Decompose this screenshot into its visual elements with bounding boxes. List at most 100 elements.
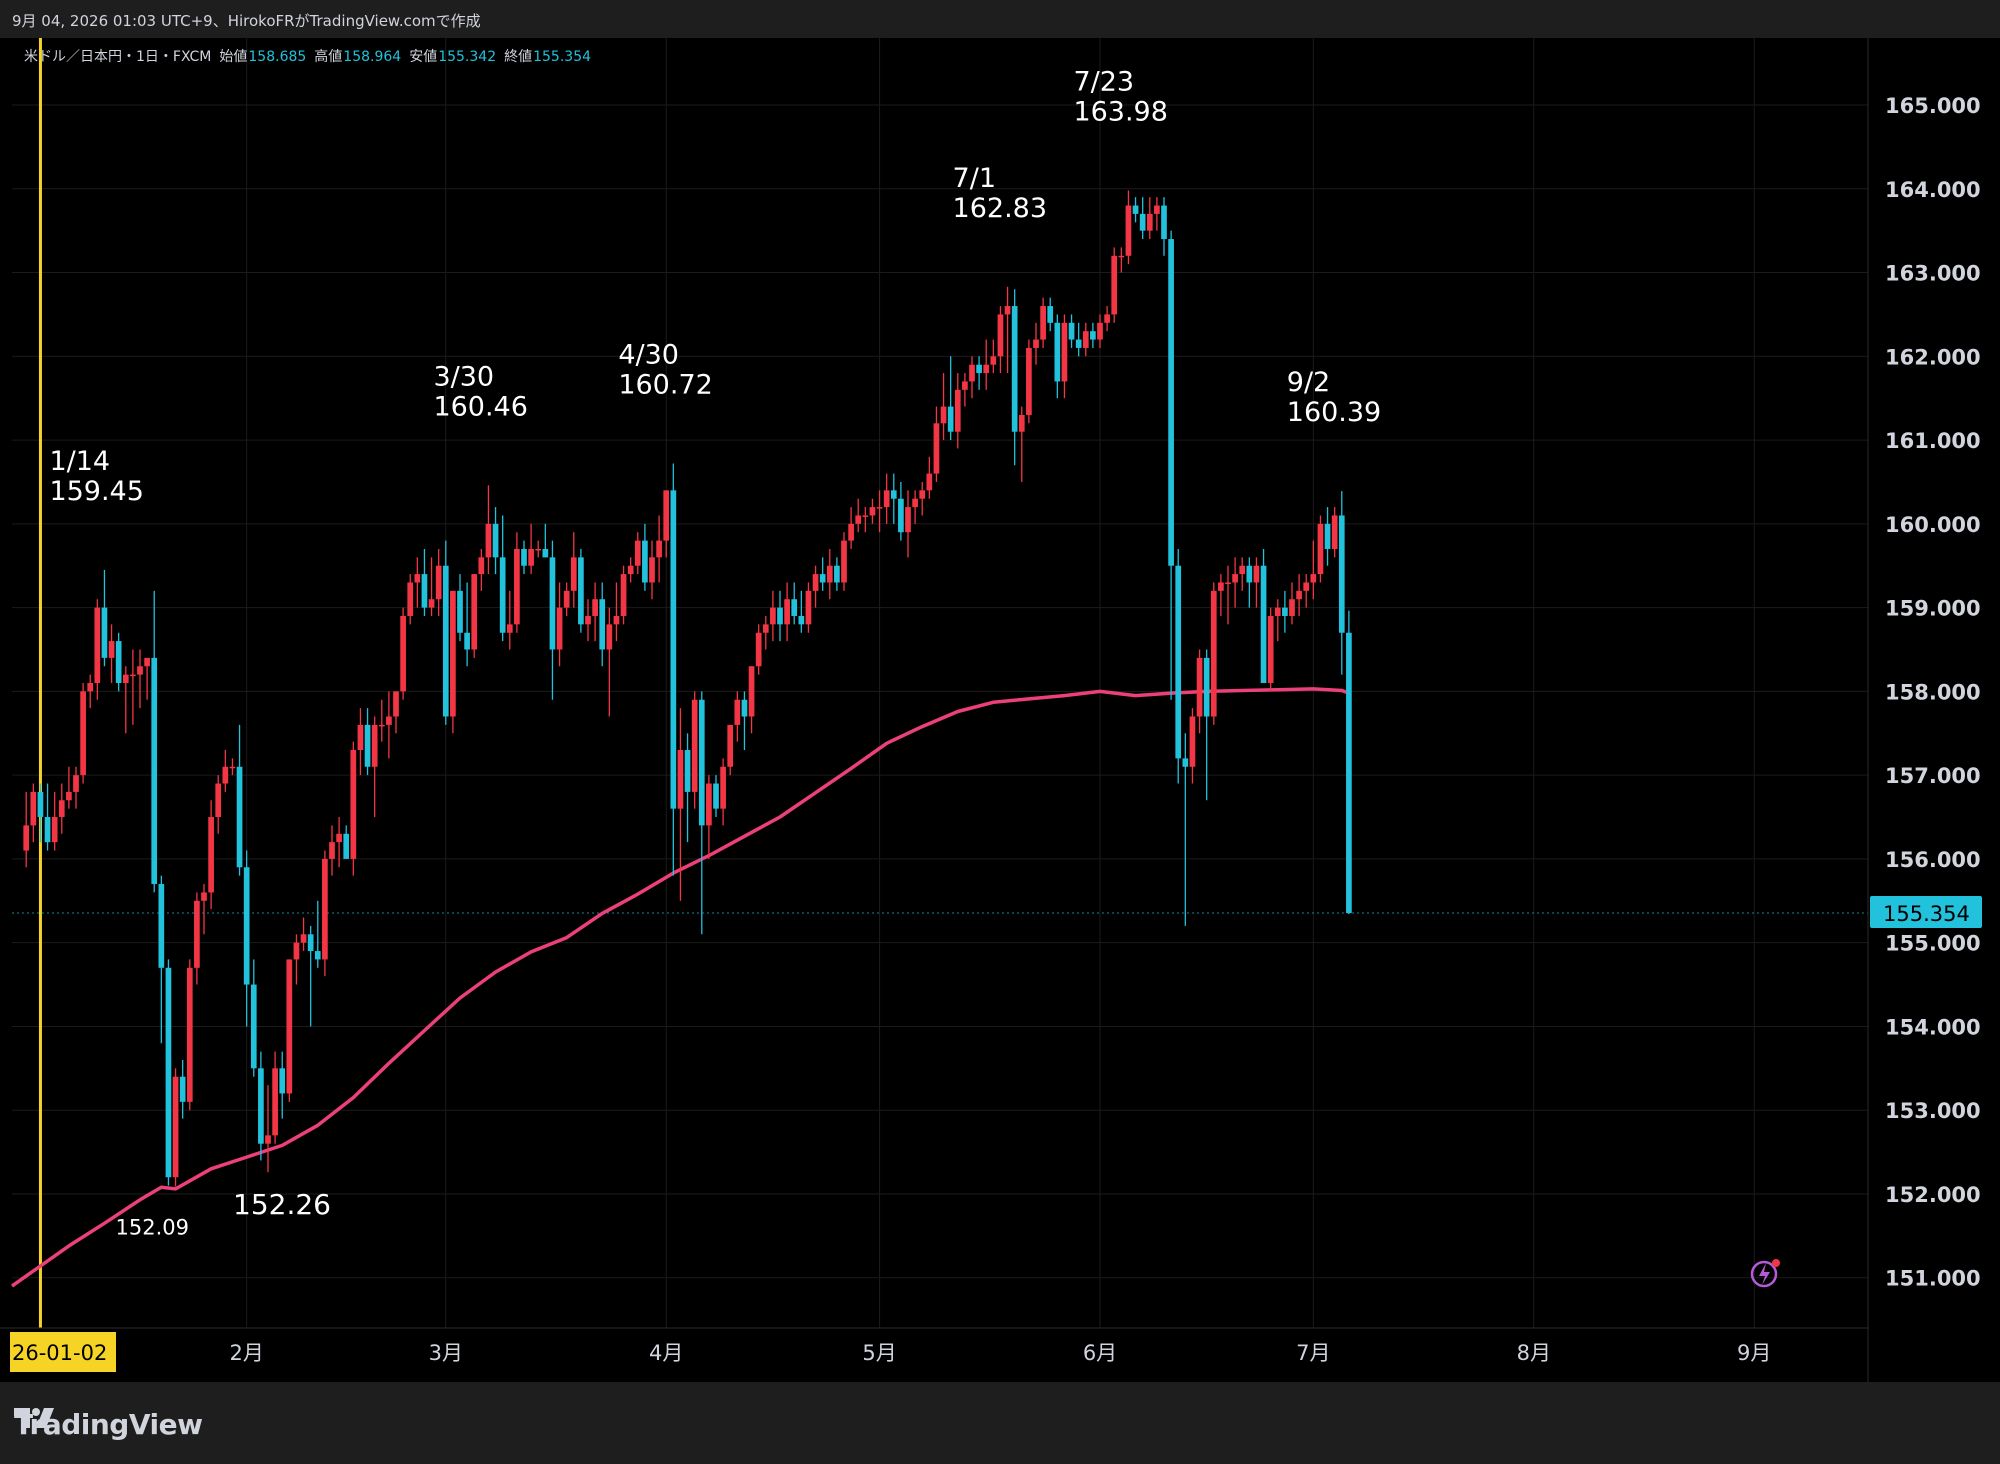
candle-body (378, 724, 385, 727)
candle-body (130, 674, 136, 677)
candle-body (1210, 590, 1217, 717)
candle-body (684, 750, 691, 792)
candle-body (1004, 306, 1011, 315)
candle-body (151, 657, 158, 885)
alert-icon-bolt (1759, 1263, 1770, 1285)
candle-body (819, 574, 826, 583)
candle (1296, 574, 1302, 616)
candle-body (656, 540, 662, 558)
candle (357, 708, 364, 776)
alert-lightning-icon (1750, 1259, 1780, 1288)
candle-body (1225, 582, 1231, 584)
candle (393, 691, 399, 734)
candle-body (506, 624, 513, 633)
candle (826, 548, 833, 600)
candle-body (1168, 239, 1174, 566)
candle-body (791, 599, 798, 616)
candle-body (386, 716, 392, 725)
candle (1111, 247, 1118, 323)
candle-body (393, 691, 399, 717)
annotation-low-value: 152.09 (116, 1215, 189, 1239)
time-tick-label: 2月 (229, 1341, 263, 1365)
footer-bar: TradingView (0, 1382, 2000, 1464)
annotation-date: 3/30 (433, 361, 494, 392)
candle (734, 691, 741, 742)
candle (307, 925, 314, 1027)
candle (1239, 557, 1246, 591)
candle (87, 674, 94, 709)
candle (1068, 314, 1075, 348)
candle (442, 540, 449, 725)
candle-body (1267, 615, 1274, 683)
candle (1346, 610, 1352, 915)
candle-body (1218, 582, 1224, 591)
tradingview-logo[interactable]: TradingView (14, 1406, 203, 1442)
candle (1338, 491, 1345, 675)
legend-high-value: 158.964 (343, 49, 401, 65)
candle-body (1040, 306, 1046, 340)
candle (1303, 574, 1310, 608)
price-tick-label: 159.000 (1885, 597, 1981, 621)
candle (1104, 306, 1110, 332)
legend-open-label: 始値 (219, 49, 247, 65)
candle (450, 590, 456, 734)
candle-body (990, 356, 997, 365)
candle-body (350, 750, 357, 859)
candle-body (1203, 657, 1210, 717)
candle (229, 758, 236, 776)
candle-body (627, 565, 634, 575)
candle (905, 490, 911, 558)
annotation-date: 7/1 (953, 163, 996, 194)
candle-body (521, 548, 527, 566)
candle (890, 473, 897, 524)
candle-body (585, 615, 591, 625)
candle (770, 590, 776, 642)
candle-body (862, 515, 869, 517)
candle-body (258, 1068, 264, 1144)
candle-body (250, 984, 257, 1069)
annotation-value: 162.83 (953, 193, 1047, 224)
annotation-value: 160.39 (1287, 397, 1381, 428)
candle (855, 498, 862, 533)
price-tick-label: 156.000 (1885, 848, 1981, 872)
candle-body (869, 507, 876, 516)
current-price-label: 155.354 (1883, 902, 1970, 926)
candle-body (834, 565, 840, 583)
candle (1218, 574, 1224, 616)
candle-body (1154, 205, 1160, 214)
candle (1182, 733, 1189, 926)
candle (713, 775, 719, 818)
candle-body (1239, 565, 1246, 575)
candle (762, 615, 769, 650)
candle (130, 649, 136, 725)
candle (286, 959, 293, 1102)
price-tick-label: 155.000 (1885, 932, 1981, 956)
annotation-value: 159.45 (49, 476, 143, 507)
candle (322, 850, 328, 977)
candle (23, 791, 30, 868)
candle-body (357, 724, 364, 751)
candle (1139, 197, 1146, 240)
candle-body (720, 766, 726, 809)
candle (727, 724, 734, 776)
candle-body (890, 490, 897, 499)
candle-body (407, 582, 414, 616)
current-price-badge (1870, 896, 1982, 929)
candle (1018, 406, 1025, 482)
candle-body (855, 515, 862, 524)
candle (698, 691, 705, 935)
candle (926, 456, 933, 499)
candle (371, 716, 378, 818)
candle-body (876, 507, 883, 509)
candle-body (421, 574, 428, 608)
candle-body (243, 867, 250, 985)
candle-body (1118, 255, 1125, 258)
candle (265, 1085, 271, 1173)
candle-body (300, 934, 307, 943)
candle (1210, 582, 1217, 725)
legend-low-label: 安値 (409, 49, 437, 65)
candle-body (1338, 515, 1345, 633)
chart-area[interactable]: 1/14 159.45 3/30 160.46 4/30 160.72 7/1 162.83 7… (0, 38, 2000, 1382)
candle-body (784, 599, 790, 625)
